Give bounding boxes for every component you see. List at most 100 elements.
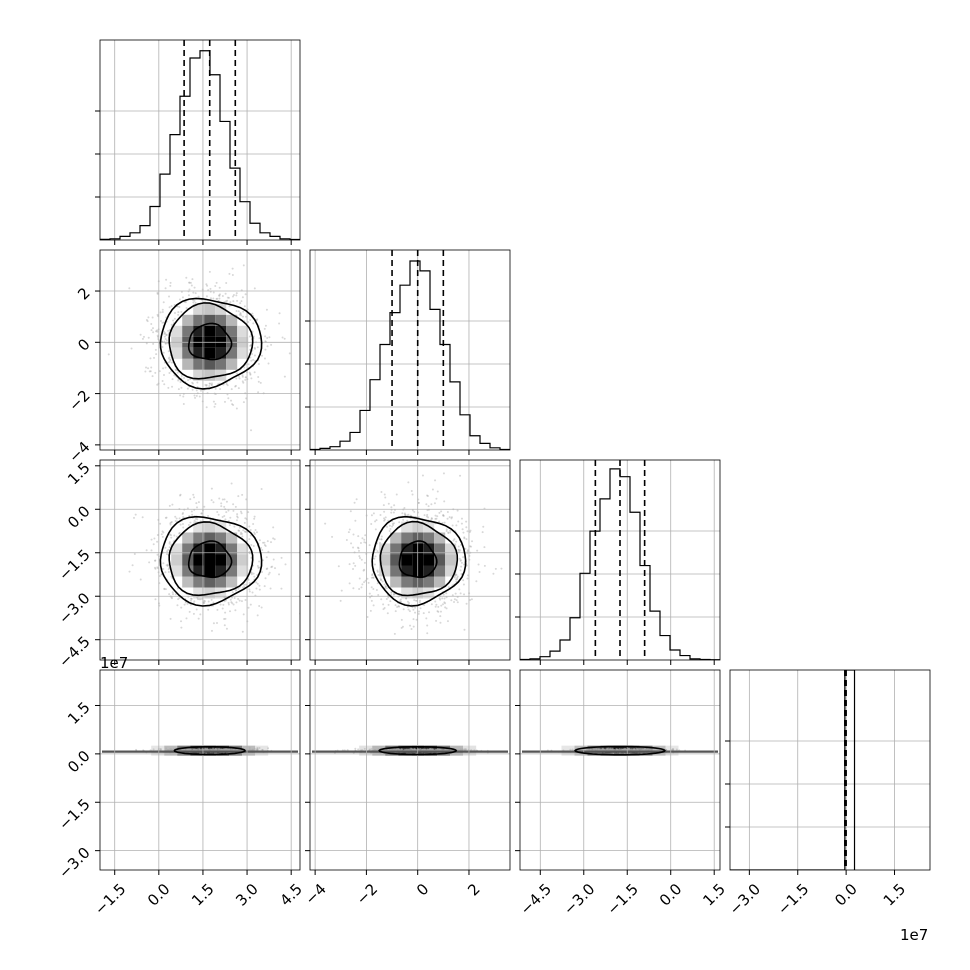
scatter-point: [352, 587, 355, 590]
scatter-point: [191, 748, 194, 751]
panel-frame: [729, 669, 931, 871]
scatter-point: [252, 572, 255, 575]
scatter-point: [205, 748, 208, 751]
density-cell: [182, 325, 194, 337]
scatter-point: [405, 597, 408, 600]
scatter-point: [376, 569, 379, 572]
scatter-point: [264, 348, 267, 351]
scatter-point: [179, 523, 182, 526]
scatter-point: [187, 294, 190, 297]
scatter-point: [188, 515, 191, 518]
scatter-point: [194, 301, 197, 304]
scatter-point: [196, 749, 199, 752]
scatter-point: [401, 512, 404, 515]
scatter-point: [195, 608, 198, 611]
scatter-point: [426, 494, 429, 497]
scatter-point: [370, 599, 373, 602]
scatter-point: [233, 748, 236, 751]
scatter-point: [223, 748, 226, 751]
scatter-point: [237, 597, 240, 600]
scatter-point: [166, 342, 169, 345]
density-cell: [193, 565, 205, 577]
scatter-point: [454, 573, 457, 576]
scatter-point: [464, 547, 467, 550]
scatter-point: [445, 529, 448, 532]
scatter-point: [145, 549, 148, 552]
scatter-point: [162, 351, 165, 354]
scatter-point: [172, 593, 175, 596]
density-cell: [182, 576, 194, 588]
scatter-point: [210, 629, 213, 632]
density-cell: [204, 521, 216, 533]
scatter-point: [255, 748, 258, 751]
scatter-point: [154, 371, 157, 374]
scatter-point: [186, 748, 189, 751]
scatter-point: [451, 594, 454, 597]
scatter-point: [278, 573, 281, 576]
density-cell: [204, 554, 216, 566]
scatter-point: [407, 481, 410, 484]
y-tick-label: 0: [74, 335, 93, 354]
scatter-point: [210, 383, 213, 386]
scatter-point: [470, 598, 473, 601]
scatter-point: [170, 748, 173, 751]
scatter-point: [445, 607, 448, 610]
scatter-point: [207, 289, 210, 292]
scatter-point: [436, 610, 439, 613]
x-tick-label: −1.5: [604, 880, 642, 918]
scatter-point: [363, 581, 366, 584]
scatter-point: [403, 513, 406, 516]
scatter-point: [251, 748, 254, 751]
density-cell: [193, 532, 205, 544]
scatter-point: [442, 514, 445, 517]
scatter-point: [357, 547, 360, 550]
scatter-point: [134, 513, 137, 516]
scatter-point: [395, 493, 398, 496]
scatter-point: [209, 297, 212, 300]
scatter-point: [209, 748, 212, 751]
scatter-point: [272, 526, 275, 529]
scatter-point: [238, 526, 241, 529]
scatter-point: [254, 528, 257, 531]
scatter-point: [409, 624, 412, 627]
scatter-point: [455, 580, 458, 583]
scatter-point: [414, 606, 417, 609]
scatter-point: [462, 583, 465, 586]
scatter-point: [281, 336, 284, 339]
scatter-point: [167, 361, 170, 364]
scatter-point: [232, 748, 235, 751]
scatter-point: [225, 747, 228, 750]
scatter-point: [238, 599, 241, 602]
scatter-point: [426, 632, 429, 635]
y-tick-label: −4.5: [55, 633, 93, 671]
scatter-point: [216, 608, 219, 611]
scatter-point: [190, 284, 193, 287]
scatter-point: [241, 296, 244, 299]
scatter-point: [177, 311, 180, 314]
scatter-point: [164, 588, 167, 591]
scatter-point: [214, 747, 217, 750]
scatter-point: [389, 600, 392, 603]
scatter-point: [154, 559, 157, 562]
scatter-point: [171, 378, 174, 381]
scatter-point: [353, 501, 356, 504]
scatter-point: [438, 520, 441, 523]
scatter-point: [439, 615, 442, 618]
scatter-point: [264, 544, 267, 547]
scatter-point: [255, 581, 258, 584]
scatter-point: [139, 578, 142, 581]
scatter-point: [181, 522, 184, 525]
scatter-point: [198, 395, 201, 398]
scatter-point: [446, 517, 449, 520]
scatter-point: [252, 748, 255, 751]
x-tick-label: −4.5: [517, 880, 555, 918]
scatter-point: [445, 592, 448, 595]
scatter-point: [220, 505, 223, 508]
scatter-point: [376, 570, 379, 573]
scatter-point: [400, 600, 403, 603]
density-cell: [401, 521, 413, 533]
scatter-point: [392, 522, 395, 525]
scatter-point: [398, 748, 401, 751]
scatter-point: [254, 347, 257, 350]
scatter-point: [227, 748, 230, 751]
